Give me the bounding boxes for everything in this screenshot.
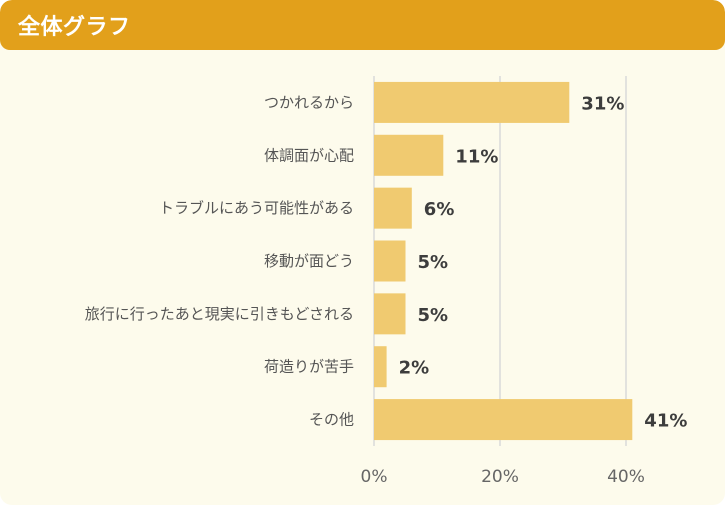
x-tick-label: 40% — [607, 467, 645, 487]
value-label: 2% — [399, 358, 430, 379]
value-label: 41% — [644, 411, 687, 432]
x-tick-label: 20% — [481, 467, 519, 487]
category-label: その他 — [309, 411, 354, 429]
header-bar: 全体グラフ — [0, 0, 725, 50]
category-label: 体調面が心配 — [264, 146, 354, 164]
bar-5 — [374, 293, 406, 335]
value-label: 5% — [418, 252, 449, 273]
value-label: 11% — [455, 146, 498, 167]
value-label: 5% — [418, 305, 449, 326]
page-title: 全体グラフ — [18, 15, 131, 40]
x-tick-label: 0% — [361, 467, 388, 487]
value-label: 6% — [424, 199, 455, 220]
category-label: つかれるから — [264, 93, 354, 111]
category-label: 旅行に行ったあと現実に引きもどされる — [85, 305, 354, 323]
bar-6 — [374, 346, 387, 388]
bar-3 — [374, 187, 412, 229]
category-label: トラブルにあう可能性がある — [159, 199, 354, 217]
category-label: 移動が面どう — [264, 252, 354, 270]
bar-1 — [374, 81, 570, 123]
bar-2 — [374, 134, 444, 176]
category-label: 荷造りが苦手 — [264, 358, 354, 376]
value-label: 31% — [581, 93, 624, 114]
bar-7 — [374, 399, 633, 441]
bar-4 — [374, 240, 406, 282]
